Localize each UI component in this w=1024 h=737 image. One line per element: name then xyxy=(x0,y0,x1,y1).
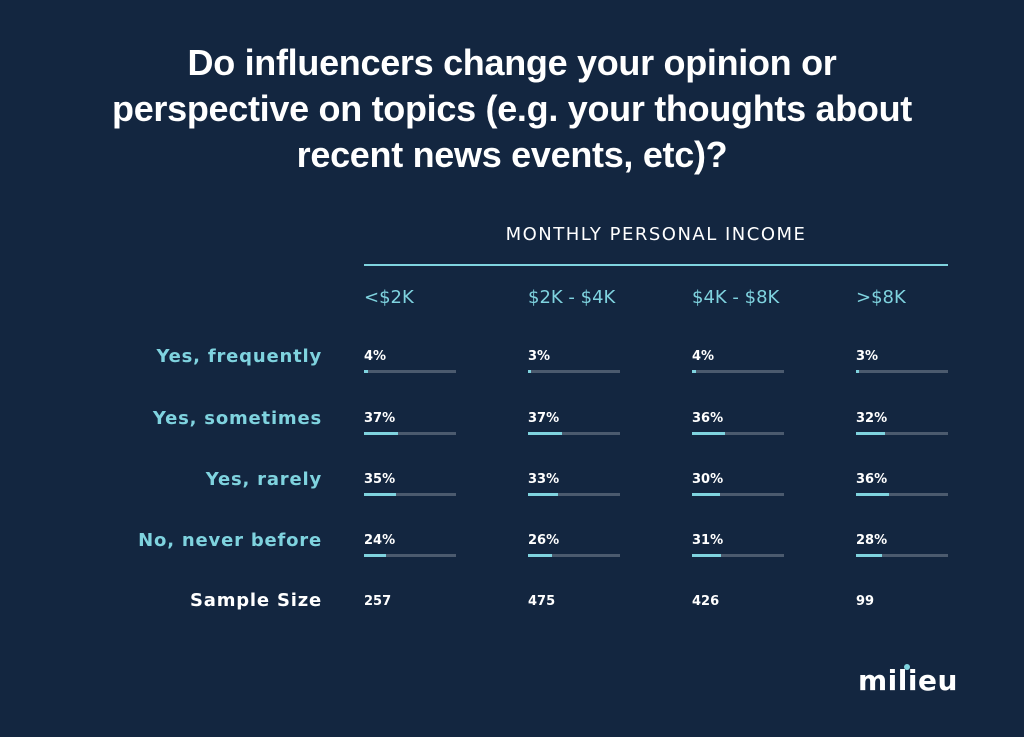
bar-fill xyxy=(856,493,890,496)
bar-fill xyxy=(856,432,886,435)
bar-fill xyxy=(692,554,721,557)
data-cell: 3% xyxy=(528,349,620,379)
bar-fill xyxy=(692,370,696,373)
value-label: 37% xyxy=(528,411,560,426)
column-header: >$8K xyxy=(856,287,906,308)
bar-track xyxy=(692,432,784,435)
data-cell: 24% xyxy=(364,533,456,563)
data-cell: 33% xyxy=(528,472,620,502)
bar-track xyxy=(528,493,620,496)
bar-track xyxy=(528,554,620,557)
sample-size-value: 475 xyxy=(528,594,556,609)
logo-dot xyxy=(904,664,910,670)
data-cell: 26% xyxy=(528,533,620,563)
bar-fill xyxy=(528,493,559,496)
bar-track xyxy=(364,432,456,435)
group-header: MONTHLY PERSONAL INCOME xyxy=(505,224,807,245)
title-line: recent news events, etc)? xyxy=(296,134,728,175)
value-label: 33% xyxy=(528,472,560,487)
bar-fill xyxy=(856,554,882,557)
column-header: $2K - $4K xyxy=(528,287,616,308)
value-label: 24% xyxy=(364,533,396,548)
data-cell: 32% xyxy=(856,411,948,441)
bar-fill xyxy=(528,432,563,435)
row-label: Yes, frequently xyxy=(156,346,322,367)
bar-fill xyxy=(528,554,552,557)
value-label: 26% xyxy=(528,533,560,548)
bar-track xyxy=(856,554,948,557)
value-label: 35% xyxy=(364,472,396,487)
bar-fill xyxy=(364,493,397,496)
bar-track xyxy=(364,370,456,373)
bar-fill xyxy=(364,432,399,435)
bar-track xyxy=(528,432,620,435)
bar-fill xyxy=(856,370,859,373)
bar-track xyxy=(364,554,456,557)
sample-size-label: Sample Size xyxy=(189,590,322,611)
value-label: 4% xyxy=(364,349,387,364)
chart-title: Do influencers change your opinion or pe… xyxy=(40,40,984,178)
value-label: 3% xyxy=(528,349,551,364)
bar-fill xyxy=(364,370,368,373)
bar-track xyxy=(364,493,456,496)
data-cell: 31% xyxy=(692,533,784,563)
sample-size-value: 99 xyxy=(856,594,875,609)
data-cell: 30% xyxy=(692,472,784,502)
data-cell: 37% xyxy=(528,411,620,441)
bar-track xyxy=(692,493,784,496)
data-cell: 37% xyxy=(364,411,456,441)
title-line: Do influencers change your opinion or xyxy=(187,42,837,83)
column-header: $4K - $8K xyxy=(692,287,780,308)
value-label: 4% xyxy=(692,349,715,364)
column-header: <$2K xyxy=(364,287,414,308)
value-label: 31% xyxy=(692,533,724,548)
bar-fill xyxy=(692,432,726,435)
data-cell: 4% xyxy=(364,349,456,379)
bar-track xyxy=(856,432,948,435)
sample-size-value: 426 xyxy=(692,594,720,609)
bar-track xyxy=(692,554,784,557)
bar-track xyxy=(856,370,948,373)
data-cell: 35% xyxy=(364,472,456,502)
data-cell: 36% xyxy=(692,411,784,441)
title-line: perspective on topics (e.g. your thought… xyxy=(112,88,912,129)
value-label: 3% xyxy=(856,349,879,364)
bar-track xyxy=(692,370,784,373)
row-label: No, never before xyxy=(138,530,322,551)
data-cell: 3% xyxy=(856,349,948,379)
value-label: 30% xyxy=(692,472,724,487)
data-cell: 4% xyxy=(692,349,784,379)
row-label: Yes, rarely xyxy=(205,469,322,490)
bar-fill xyxy=(528,370,531,373)
data-cell: 28% xyxy=(856,533,948,563)
bar-track xyxy=(528,370,620,373)
bar-fill xyxy=(692,493,720,496)
value-label: 28% xyxy=(856,533,888,548)
bar-fill xyxy=(364,554,387,557)
group-header-rule xyxy=(364,264,948,266)
value-label: 37% xyxy=(364,411,396,426)
value-label: 36% xyxy=(692,411,724,426)
data-cell: 36% xyxy=(856,472,948,502)
sample-size-value: 257 xyxy=(364,594,392,609)
value-label: 36% xyxy=(856,472,888,487)
bar-track xyxy=(856,493,948,496)
value-label: 32% xyxy=(856,411,888,426)
row-label: Yes, sometimes xyxy=(152,408,322,429)
